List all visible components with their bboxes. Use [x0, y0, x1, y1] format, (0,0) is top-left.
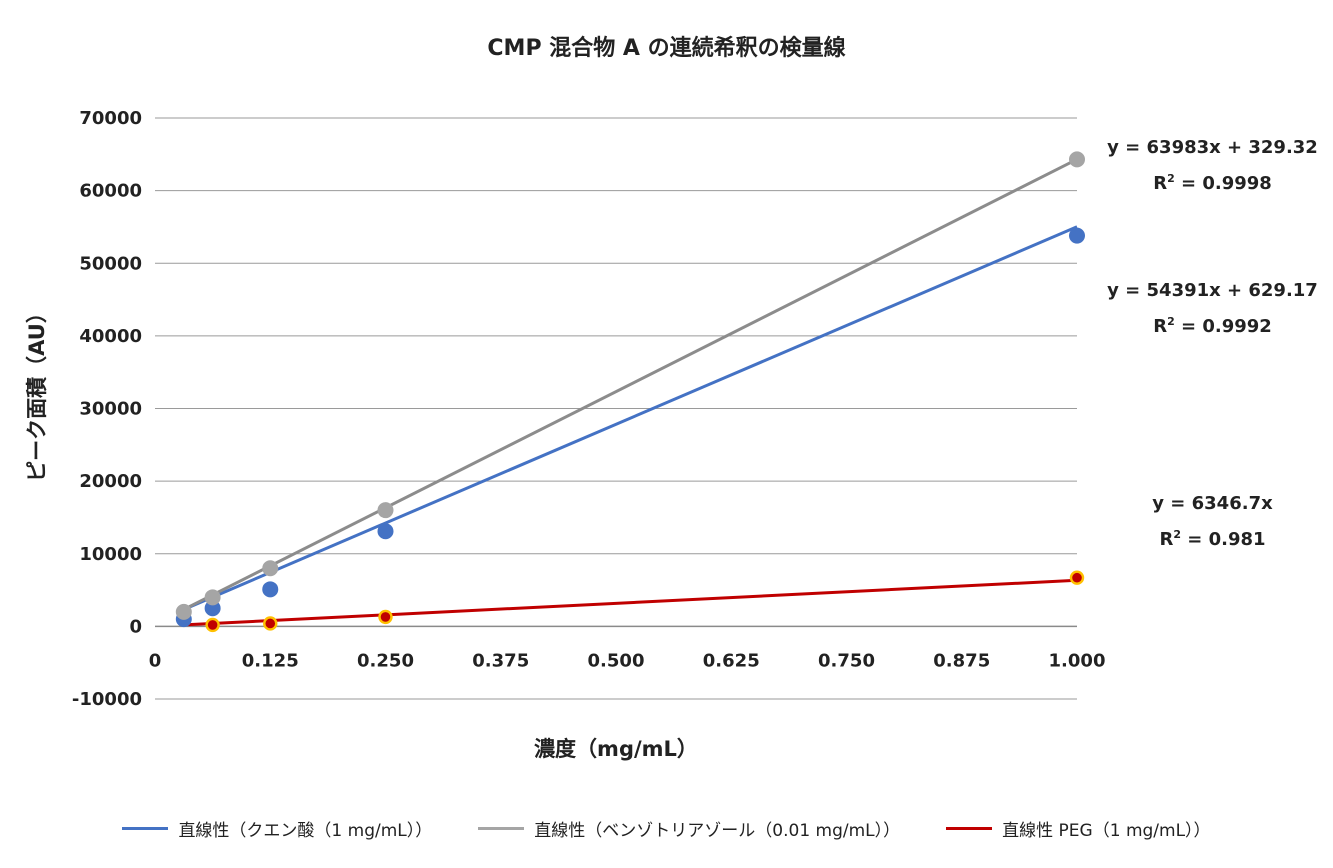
y-tick-labels: 70000 60000 50000 40000 30000 20000 10000 0 -100…	[72, 108, 142, 710]
legend-label: 直線性（ベンゾトリアゾール（0.01 mg/mL））	[534, 821, 901, 841]
x-tick-label: 0.250	[357, 650, 414, 671]
r2-text: R2 = 0.981	[1159, 528, 1266, 550]
equation-citric-acid: y = 54391x + 629.17 R2 = 0.9992	[1100, 275, 1325, 342]
data-point	[378, 609, 393, 625]
equation-text: y = 63983x + 329.32	[1107, 137, 1318, 158]
equation-peg: y = 6346.7x R2 = 0.981	[1120, 488, 1305, 555]
trend-line-2	[183, 578, 1078, 627]
y-tick-label: -10000	[72, 689, 142, 710]
x-tick-label: 0.500	[588, 650, 645, 671]
data-point	[262, 560, 279, 577]
r2-text: R2 = 0.9998	[1153, 172, 1272, 194]
x-tick-label: 0	[149, 650, 162, 671]
legend-item-citric-acid: 直線性（クエン酸（1 mg/mL））	[122, 816, 432, 841]
x-axis-label: 濃度（mg/mL）	[534, 737, 698, 761]
legend-swatch	[478, 827, 525, 830]
legend-label: 直線性 PEG（1 mg/mL））	[1002, 821, 1211, 841]
grid-lines	[155, 117, 1077, 700]
data-point	[1069, 151, 1085, 168]
legend-item-peg: 直線性 PEG（1 mg/mL））	[946, 816, 1211, 841]
x-tick-label: 1.000	[1049, 650, 1106, 671]
data-point	[205, 617, 220, 633]
y-tick-label: 60000	[79, 181, 142, 202]
y-tick-label: 30000	[79, 399, 142, 420]
equation-text: y = 54391x + 629.17	[1107, 280, 1318, 301]
legend-label: 直線性（クエン酸（1 mg/mL））	[178, 821, 433, 841]
legend: 直線性（クエン酸（1 mg/mL）） 直線性（ベンゾトリアゾール（0.01 mg…	[0, 816, 1333, 841]
data-points	[175, 151, 1085, 633]
data-point	[262, 581, 279, 598]
equation-benzotriazole: y = 63983x + 329.32 R2 = 0.9998	[1100, 132, 1325, 199]
y-tick-label: 50000	[79, 253, 142, 274]
y-tick-label: 10000	[79, 544, 142, 565]
legend-item-benzotriazole: 直線性（ベンゾトリアゾール（0.01 mg/mL））	[478, 816, 900, 841]
x-tick-label: 0.375	[472, 650, 529, 671]
x-tick-label: 0.625	[703, 650, 760, 671]
trend-line-1	[183, 157, 1078, 611]
y-tick-label: 70000	[79, 108, 142, 129]
data-point	[204, 589, 221, 606]
data-point	[1069, 227, 1085, 244]
data-point	[175, 603, 192, 620]
data-point	[1069, 570, 1085, 585]
x-tick-label: 0.750	[818, 650, 875, 671]
y-tick-label: 20000	[79, 471, 142, 492]
data-point	[377, 523, 394, 540]
data-point	[377, 502, 394, 519]
chart-title: CMP 混合物 A の連続希釈の検量線	[487, 36, 846, 61]
y-tick-label: 0	[129, 616, 142, 637]
x-tick-label: 0.875	[933, 650, 990, 671]
trend-line-0	[183, 225, 1078, 611]
legend-swatch	[946, 827, 993, 830]
legend-swatch	[122, 827, 169, 830]
y-axis-label: ピーク面積（AU）	[25, 302, 49, 482]
x-tick-label: 0.125	[242, 650, 299, 671]
y-tick-label: 40000	[79, 326, 142, 347]
r2-text: R2 = 0.9992	[1153, 315, 1272, 337]
data-point	[263, 616, 278, 631]
x-tick-labels: 0 0.125 0.250 0.375 0.500 0.625 0.750 0.875 1.00…	[149, 650, 1106, 671]
trend-lines	[183, 157, 1078, 627]
equation-text: y = 6346.7x	[1152, 493, 1273, 514]
